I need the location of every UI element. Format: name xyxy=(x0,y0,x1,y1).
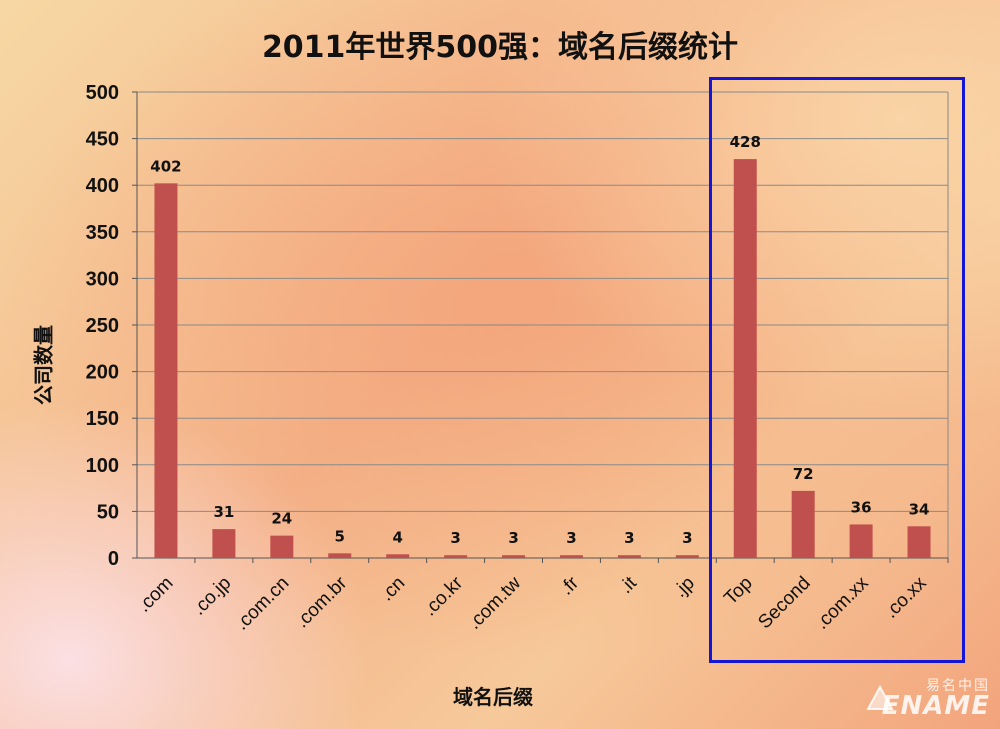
y-tick-label: 450 xyxy=(86,129,119,151)
bar xyxy=(270,535,294,558)
bar xyxy=(675,555,699,558)
data-label: 3 xyxy=(508,529,518,547)
data-label: 34 xyxy=(909,500,930,518)
bar xyxy=(791,490,815,558)
y-tick-label: 100 xyxy=(86,455,119,477)
y-tick-label: 300 xyxy=(86,268,119,290)
data-label: 3 xyxy=(682,529,692,547)
chart-title: 2011年世界500强：域名后缀统计 xyxy=(261,30,739,65)
watermark-english: ENAME xyxy=(881,691,990,721)
x-tick-label: .co.jp xyxy=(188,573,235,620)
bar xyxy=(212,529,236,558)
bar xyxy=(849,524,873,558)
bar xyxy=(907,526,931,558)
data-label: 31 xyxy=(213,503,234,521)
data-label: 36 xyxy=(851,498,872,516)
x-tick-label: .com.tw xyxy=(464,572,525,633)
data-label: 428 xyxy=(730,133,761,151)
bar xyxy=(328,553,352,558)
grid-lines xyxy=(137,91,948,512)
x-tick-label: .com.br xyxy=(292,572,352,632)
watermark-chinese: 易名中国 xyxy=(926,678,990,694)
x-tick-label: .fr xyxy=(556,572,583,599)
y-tick-label: 150 xyxy=(86,408,119,430)
data-label: 3 xyxy=(624,529,634,547)
y-tick-label: 200 xyxy=(86,362,119,384)
y-tick-labels: 0 50 100 150 200 250 300 350 400 450 500 xyxy=(86,82,119,570)
data-label: 5 xyxy=(335,527,345,545)
bar xyxy=(733,159,757,558)
y-tick-label: 350 xyxy=(86,222,119,244)
bar xyxy=(559,555,583,558)
x-tick-label: .jp xyxy=(670,573,699,602)
bar xyxy=(617,555,641,558)
bar xyxy=(502,555,526,558)
y-tick-label: 400 xyxy=(86,175,119,197)
data-label: 24 xyxy=(271,510,292,528)
x-tick-label: .com xyxy=(134,573,178,617)
ename-logo-icon xyxy=(866,684,894,710)
bars xyxy=(154,159,931,558)
y-axis-label: 公司数量 xyxy=(31,325,56,405)
bar xyxy=(386,554,410,558)
bar xyxy=(154,183,178,558)
watermark-logo: 易名中国 ENAME xyxy=(860,675,990,723)
y-tick-label: 500 xyxy=(86,82,119,104)
x-tick-label: .co.kr xyxy=(419,572,467,620)
data-label: 3 xyxy=(450,529,460,547)
highlight-box xyxy=(709,77,965,663)
x-axis-label: 域名后缀 xyxy=(453,685,533,709)
data-label: 402 xyxy=(150,157,181,175)
x-tick-label: .cn xyxy=(376,573,409,606)
data-labels: 402 31 24 5 4 3 3 3 3 3 428 72 36 34 xyxy=(150,133,929,547)
y-tick-label: 50 xyxy=(97,501,119,523)
data-label: 72 xyxy=(793,465,814,483)
data-label: 3 xyxy=(566,529,576,547)
x-tick-label: .com.cn xyxy=(231,573,293,635)
bar xyxy=(444,555,468,558)
y-tick-label: 0 xyxy=(108,548,119,570)
data-label: 4 xyxy=(392,528,402,546)
y-tick-label: 250 xyxy=(86,315,119,337)
x-tick-label: .it xyxy=(616,572,642,598)
